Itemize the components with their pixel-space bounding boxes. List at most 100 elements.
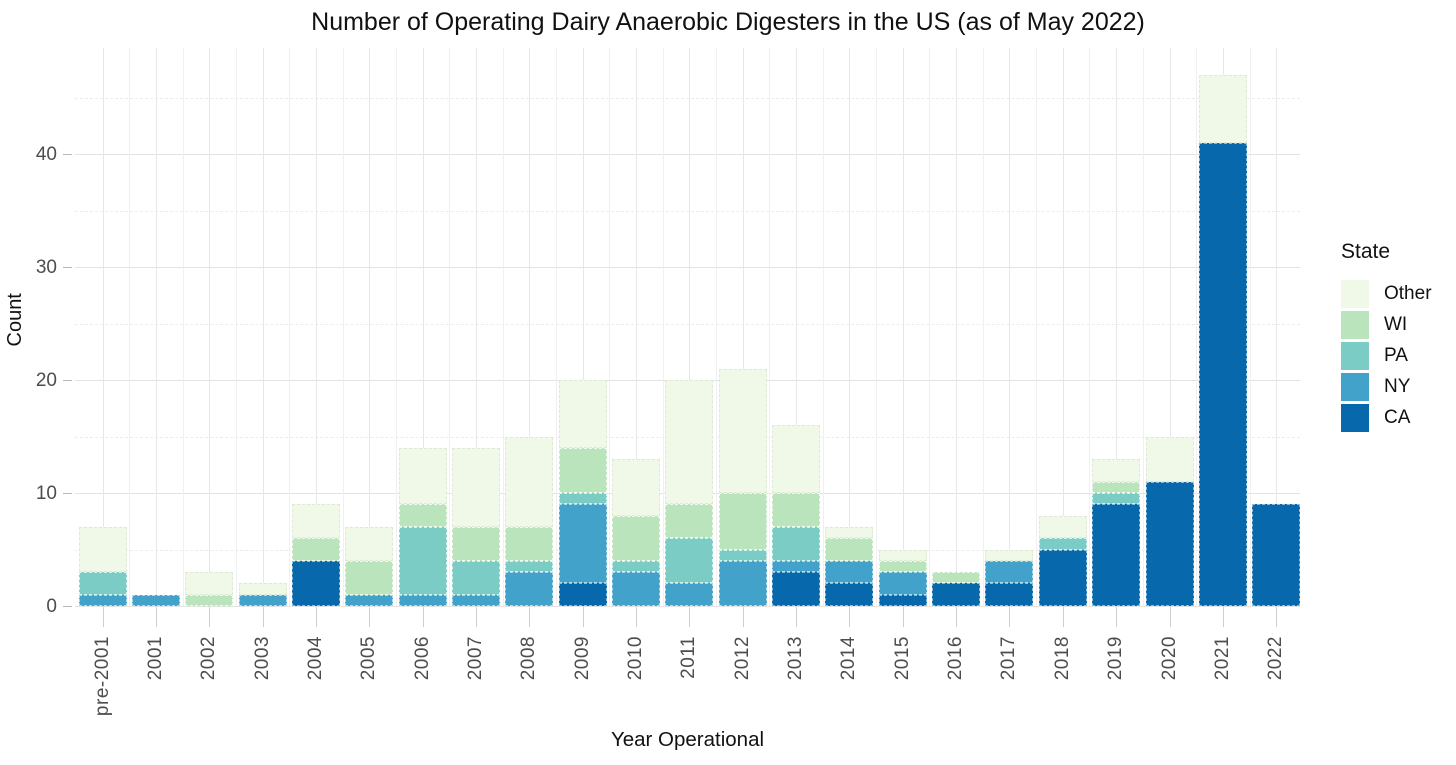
v-gridline-major-2009 xyxy=(582,48,584,606)
v-gridline-major-2019 xyxy=(1116,48,1118,606)
bar-2011-segment-WI xyxy=(665,504,714,539)
x-tick-2001 xyxy=(155,607,157,627)
x-tick-label-2002: 2002 xyxy=(198,636,220,681)
bar-2013-segment-PA xyxy=(772,526,821,561)
bar-2012-segment-Other xyxy=(718,368,767,493)
bar-2018-segment-CA xyxy=(1038,549,1087,606)
y-axis-label: Count xyxy=(4,293,26,347)
v-gridline-minor-9 xyxy=(609,48,611,606)
x-tick-label-2011: 2011 xyxy=(678,636,700,679)
v-gridline-minor-5 xyxy=(395,48,397,606)
bar-2006-segment-Other xyxy=(398,447,447,505)
legend-item-CA: CA xyxy=(1341,404,1432,432)
bar-2021-segment-CA xyxy=(1198,142,1247,606)
y-tick-30 xyxy=(63,267,72,268)
bar-2007-segment-WI xyxy=(451,526,500,561)
x-tick-2020 xyxy=(1169,607,1171,627)
bar-2018-segment-Other xyxy=(1038,515,1087,539)
h-gridline-major-40 xyxy=(75,154,1300,155)
v-gridline-minor-1 xyxy=(182,48,184,606)
bar-2005-segment-WI xyxy=(345,560,394,595)
bar-2010-segment-NY xyxy=(612,572,660,606)
x-tick-pre-2001 xyxy=(102,607,104,627)
bar-2005-segment-Other xyxy=(345,526,394,561)
v-gridline-minor-14 xyxy=(876,48,878,606)
x-tick-label-2017: 2017 xyxy=(998,636,1020,681)
legend-label-NY: NY xyxy=(1384,376,1411,397)
bar-2007-segment-PA xyxy=(451,560,500,595)
bar-2004-segment-CA xyxy=(291,560,340,606)
legend-swatch-CA xyxy=(1341,404,1369,432)
x-tick-2018 xyxy=(1062,607,1064,627)
x-tick-2005 xyxy=(369,607,371,627)
bar-2016-segment-WI xyxy=(932,572,981,584)
v-gridline-minor-13 xyxy=(822,48,824,606)
y-tick-label-30: 30 xyxy=(35,257,57,278)
legend-item-NY: NY xyxy=(1341,373,1432,401)
v-gridline-minor-17 xyxy=(1036,48,1038,606)
bar-2016-segment-CA xyxy=(932,583,981,606)
bar-2013-segment-CA xyxy=(772,572,821,606)
x-tick-2008 xyxy=(529,607,531,627)
x-tick-label-2021: 2021 xyxy=(1211,636,1233,681)
bar-2010-segment-PA xyxy=(612,560,660,573)
x-tick-label-2020: 2020 xyxy=(1158,636,1180,681)
legend: State Other WI PA NY CA xyxy=(1335,240,1432,435)
x-tick-label-2012: 2012 xyxy=(731,636,753,681)
v-gridline-major-2020 xyxy=(1169,48,1171,606)
legend-title: State xyxy=(1341,240,1391,263)
bar-2008-segment-WI xyxy=(505,526,554,561)
y-tick-label-40: 40 xyxy=(35,144,57,165)
bar-2019-segment-CA xyxy=(1092,504,1141,606)
legend-label-Other: Other xyxy=(1384,283,1432,304)
x-tick-label-2014: 2014 xyxy=(838,636,860,681)
x-tick-label-2010: 2010 xyxy=(625,636,646,681)
bar-2020-segment-Other xyxy=(1145,436,1194,482)
x-tick-label-2022: 2022 xyxy=(1265,636,1287,681)
legend-swatch-Other xyxy=(1341,280,1369,308)
bar-2010-segment-WI xyxy=(612,515,660,561)
bar-2012-segment-PA xyxy=(718,549,767,561)
x-axis-label: Year Operational xyxy=(610,728,765,751)
bar-2012-segment-NY xyxy=(718,560,767,606)
bar-pre-2001-segment-Other xyxy=(78,526,127,573)
chart-title: Number of Operating Dairy Anaerobic Dige… xyxy=(311,8,1145,36)
x-tick-label-pre-2001: pre-2001 xyxy=(91,636,113,717)
x-tick-2016 xyxy=(956,607,958,627)
x-tick-label-2009: 2009 xyxy=(571,636,593,681)
x-tick-label-2001: 2001 xyxy=(144,636,166,681)
v-gridline-minor-21 xyxy=(1249,48,1251,606)
v-gridline-major-2017 xyxy=(1009,48,1011,606)
v-gridline-minor-2 xyxy=(235,48,237,606)
bar-2017-segment-CA xyxy=(985,583,1034,606)
x-tick-2006 xyxy=(422,607,424,627)
bar-2009-segment-WI xyxy=(558,447,607,493)
bar-2015-segment-NY xyxy=(878,572,927,595)
bar-2013-segment-Other xyxy=(772,425,821,493)
bar-2001-segment-NY xyxy=(131,594,180,606)
bar-pre-2001-segment-PA xyxy=(78,572,127,595)
y-tick-40 xyxy=(63,154,72,155)
bar-2004-segment-WI xyxy=(291,538,340,561)
bar-2015-segment-WI xyxy=(878,560,927,573)
bar-2011-segment-PA xyxy=(665,538,714,584)
v-gridline-minor-0 xyxy=(129,48,131,606)
h-gridline-minor-25 xyxy=(75,323,1300,325)
v-gridline-major-2002 xyxy=(209,48,211,606)
v-gridline-minor-8 xyxy=(555,48,557,606)
x-tick-2019 xyxy=(1116,607,1118,627)
x-tick-label-2007: 2007 xyxy=(464,636,486,681)
v-gridline-major-2016 xyxy=(956,48,958,606)
bar-pre-2001-segment-NY xyxy=(78,594,127,606)
x-tick-2022 xyxy=(1276,607,1278,627)
x-tick-2021 xyxy=(1222,607,1224,627)
v-gridline-minor-11 xyxy=(716,48,718,606)
legend-items: Other WI PA NY CA xyxy=(1335,280,1432,432)
bar-2007-segment-Other xyxy=(451,447,500,527)
bar-2006-segment-NY xyxy=(398,594,447,606)
bar-2020-segment-CA xyxy=(1145,481,1194,606)
bar-2011-segment-Other xyxy=(665,380,714,505)
x-tick-label-2004: 2004 xyxy=(304,636,326,681)
legend-label-WI: WI xyxy=(1384,314,1408,335)
x-tick-label-2015: 2015 xyxy=(891,636,913,681)
